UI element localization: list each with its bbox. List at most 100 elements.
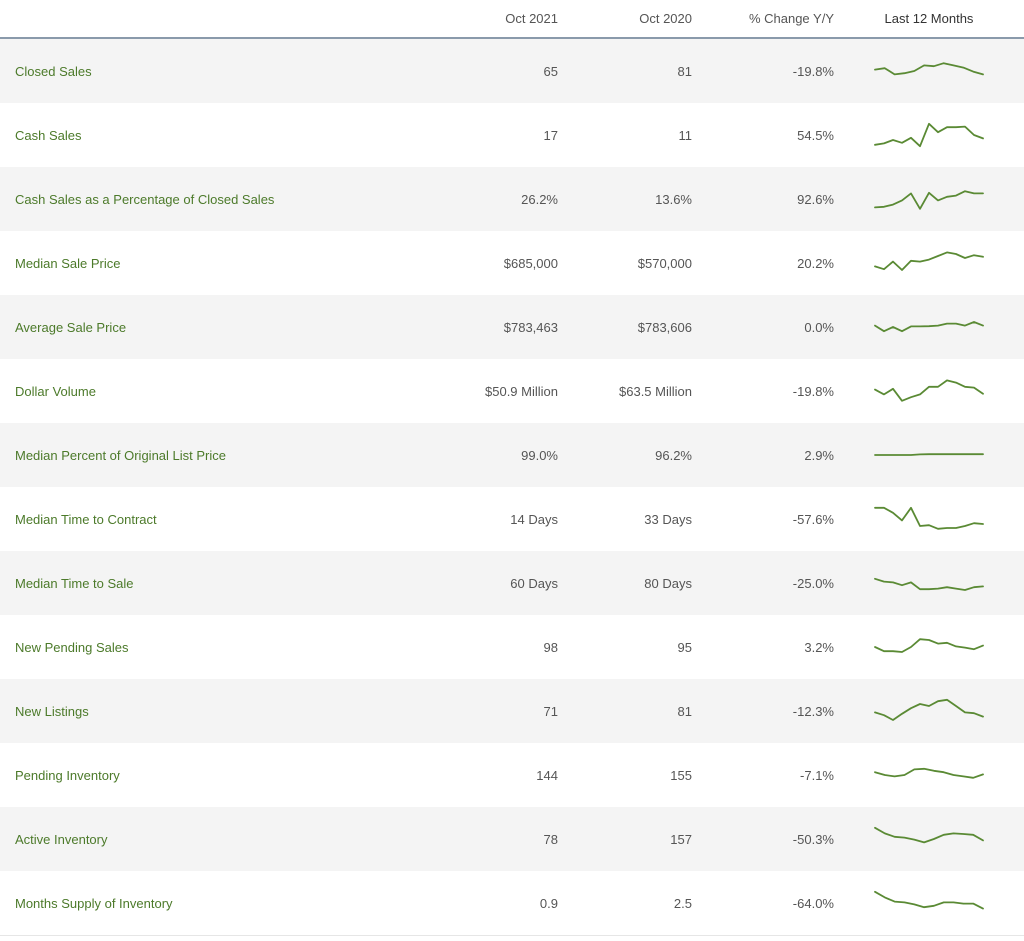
metric-label-cell: Pending Inventory (0, 768, 420, 783)
percent-change: 92.6% (797, 191, 834, 207)
previous-value: 33 Days (644, 511, 692, 527)
metric-label-cell: Dollar Volume (0, 384, 420, 399)
table-row: Cash Sales 17 11 54.5% (0, 103, 1024, 167)
current-value: 144 (536, 767, 558, 783)
current-value: 78 (543, 831, 558, 847)
percent-change: -19.8% (792, 383, 834, 399)
metric-link[interactable]: Median Time to Sale (15, 575, 134, 591)
sparkline-cell (834, 119, 1024, 151)
sparkline-chart-icon (874, 826, 984, 844)
metric-link[interactable]: Median Time to Contract (15, 511, 157, 527)
table-row: Median Sale Price $685,000 $570,000 20.2… (0, 231, 1024, 295)
previous-value: 13.6% (655, 191, 692, 207)
table-body: Closed Sales 65 81 -19.8% Cash Sales 17 … (0, 39, 1024, 936)
table-row: Active Inventory 78 157 -50.3% (0, 807, 1024, 871)
metric-label-cell: Median Time to Contract (0, 512, 420, 527)
sparkline-cell (834, 759, 1024, 791)
previous-value: $783,606 (637, 319, 692, 335)
metric-link[interactable]: Closed Sales (15, 63, 92, 79)
table-row: Average Sale Price $783,463 $783,606 0.0… (0, 295, 1024, 359)
metric-label-cell: Active Inventory (0, 832, 420, 847)
table-row: Dollar Volume $50.9 Million $63.5 Millio… (0, 359, 1024, 423)
sparkline-chart-icon (874, 638, 984, 653)
table-row: Closed Sales 65 81 -19.8% (0, 39, 1024, 103)
sparkline-cell (834, 695, 1024, 727)
sparkline-chart-icon (874, 453, 984, 456)
percent-change: 2.9% (804, 447, 834, 463)
metric-label-cell: Cash Sales (0, 128, 420, 143)
header-previous-period: Oct 2020 (639, 11, 692, 26)
current-value: 26.2% (521, 191, 558, 207)
metric-link[interactable]: Median Percent of Original List Price (15, 447, 226, 463)
current-value: 71 (543, 703, 558, 719)
percent-change: 3.2% (804, 639, 834, 655)
sparkline-chart-icon (874, 890, 984, 910)
sparkline-chart-icon (874, 506, 984, 530)
metric-label-cell: Median Time to Sale (0, 576, 420, 591)
previous-value: 11 (678, 127, 693, 143)
sparkline-chart-icon (874, 577, 984, 591)
table-row: Months Supply of Inventory 0.9 2.5 -64.0… (0, 871, 1024, 936)
percent-change: -57.6% (792, 511, 834, 527)
previous-value: $570,000 (637, 255, 692, 271)
metric-link[interactable]: Active Inventory (15, 831, 108, 847)
sparkline-cell (834, 183, 1024, 215)
table-row: Median Time to Contract 14 Days 33 Days … (0, 487, 1024, 551)
metric-link[interactable]: Cash Sales as a Percentage of Closed Sal… (15, 191, 275, 207)
current-value: 14 Days (510, 511, 558, 527)
percent-change: 0.0% (804, 319, 834, 335)
sparkline-cell (834, 823, 1024, 855)
current-value: 60 Days (510, 575, 558, 591)
current-value: $783,463 (503, 319, 558, 335)
current-value: 65 (543, 63, 558, 79)
sparkline-cell (834, 439, 1024, 471)
metric-link[interactable]: Cash Sales (15, 127, 82, 143)
percent-change: 20.2% (797, 255, 834, 271)
metric-link[interactable]: Median Sale Price (15, 255, 121, 271)
table-row: New Pending Sales 98 95 3.2% (0, 615, 1024, 679)
percent-change: -25.0% (792, 575, 834, 591)
current-value: 99.0% (521, 447, 558, 463)
sparkline-chart-icon (874, 379, 984, 402)
percent-change: -50.3% (792, 831, 834, 847)
metric-label-cell: Closed Sales (0, 64, 420, 79)
metric-label-cell: New Listings (0, 704, 420, 719)
metric-link[interactable]: New Listings (15, 703, 89, 719)
previous-value: 157 (670, 831, 692, 847)
sparkline-cell (834, 631, 1024, 663)
metric-link[interactable]: Dollar Volume (15, 383, 96, 399)
percent-change: -64.0% (792, 895, 834, 911)
previous-value: 81 (677, 63, 692, 79)
sparkline-chart-icon (874, 251, 984, 271)
percent-change: -7.1% (800, 767, 834, 783)
metric-link[interactable]: Months Supply of Inventory (15, 895, 173, 911)
sparkline-cell (834, 311, 1024, 343)
metric-link[interactable]: New Pending Sales (15, 639, 129, 655)
metric-label-cell: New Pending Sales (0, 640, 420, 655)
sparkline-chart-icon (874, 321, 984, 333)
current-value: 17 (543, 127, 558, 143)
table-row: Median Percent of Original List Price 99… (0, 423, 1024, 487)
current-value: 98 (543, 639, 558, 655)
metric-link[interactable]: Pending Inventory (15, 767, 120, 783)
metric-label-cell: Cash Sales as a Percentage of Closed Sal… (0, 192, 420, 207)
current-value: $50.9 Million (485, 383, 558, 399)
table-row: Cash Sales as a Percentage of Closed Sal… (0, 167, 1024, 231)
percent-change: -12.3% (792, 703, 834, 719)
metric-label-cell: Median Sale Price (0, 256, 420, 271)
sparkline-cell (834, 887, 1024, 919)
sparkline-cell (834, 55, 1024, 87)
sparkline-chart-icon (874, 698, 984, 721)
sparkline-chart-icon (874, 767, 984, 779)
metric-link[interactable]: Average Sale Price (15, 319, 127, 335)
header-current-period: Oct 2021 (505, 11, 558, 26)
previous-value: 95 (677, 639, 692, 655)
metric-label-cell: Median Percent of Original List Price (0, 448, 420, 463)
table-row: New Listings 71 81 -12.3% (0, 679, 1024, 743)
table-row: Pending Inventory 144 155 -7.1% (0, 743, 1024, 807)
sparkline-cell (834, 567, 1024, 599)
previous-value: 155 (670, 767, 692, 783)
sparkline-cell (834, 375, 1024, 407)
sparkline-chart-icon (874, 122, 984, 148)
